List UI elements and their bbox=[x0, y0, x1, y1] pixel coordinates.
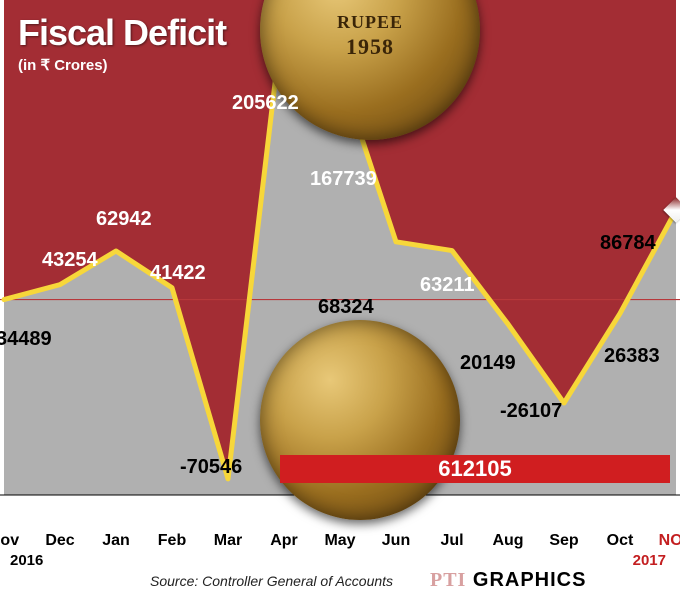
value-label-12: 86784 bbox=[600, 232, 656, 255]
chart-title: Fiscal Deficit bbox=[18, 12, 226, 54]
month-label-may-6: May bbox=[320, 532, 360, 550]
value-label-7: 68324 bbox=[318, 296, 374, 319]
coin-bottom bbox=[260, 320, 460, 520]
year-start-label: 2016 bbox=[10, 552, 43, 569]
month-label-nov-0: Nov bbox=[0, 532, 24, 550]
value-label-6: 167739 bbox=[310, 168, 377, 191]
month-label-apr-5: Apr bbox=[264, 532, 304, 550]
month-label-mar-4: Mar bbox=[208, 532, 248, 550]
source-text: Source: Controller General of Accounts bbox=[150, 573, 393, 589]
month-label-oct-11: Oct bbox=[600, 532, 640, 550]
month-label-feb-3: Feb bbox=[152, 532, 192, 550]
value-label-1: 43254 bbox=[42, 249, 98, 272]
brand-graphics: GRAPHICS bbox=[466, 569, 586, 591]
value-label-11: 26383 bbox=[604, 345, 660, 368]
month-label-aug-9: Aug bbox=[488, 532, 528, 550]
brand-pti: PTI bbox=[430, 569, 466, 591]
infographic-container: RUPEE 1958 Fiscal Deficit (in ₹ Crores) … bbox=[0, 0, 680, 597]
coin-top-line2: 1958 bbox=[260, 34, 480, 60]
coin-top-line1: RUPEE bbox=[260, 12, 480, 33]
value-label-9: 20149 bbox=[460, 352, 516, 375]
total-bar: 612105 bbox=[280, 455, 670, 483]
month-label-dec-1: Dec bbox=[40, 532, 80, 550]
value-label-5: 205622 bbox=[232, 92, 299, 115]
value-label-2: 62942 bbox=[96, 208, 152, 231]
chart-subtitle: (in ₹ Crores) bbox=[18, 56, 108, 74]
month-label-nov-12: NOV bbox=[656, 532, 680, 550]
month-label-jul-8: Jul bbox=[432, 532, 472, 550]
value-label-10: -26107 bbox=[500, 400, 562, 423]
brand: PTI GRAPHICS bbox=[430, 569, 586, 592]
value-label-3: 41422 bbox=[150, 262, 206, 285]
value-label-4: -70546 bbox=[180, 456, 242, 479]
year-end-label: 2017 bbox=[633, 552, 666, 569]
value-label-8: 63211 bbox=[420, 274, 475, 297]
month-label-jan-2: Jan bbox=[96, 532, 136, 550]
value-label-0: 34489 bbox=[0, 328, 52, 351]
month-label-jun-7: Jun bbox=[376, 532, 416, 550]
total-value: 612105 bbox=[438, 456, 511, 481]
month-label-sep-10: Sep bbox=[544, 532, 584, 550]
